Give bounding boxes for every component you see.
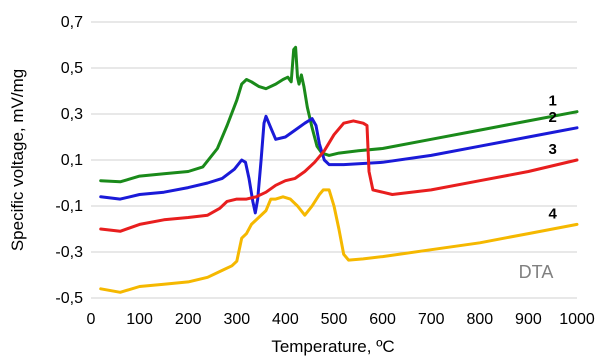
series-label-2: 2 bbox=[549, 109, 557, 126]
y-tick-label: -0,3 bbox=[55, 244, 83, 261]
y-tick-label: 0,7 bbox=[61, 14, 83, 31]
y-tick-label: 0,1 bbox=[61, 152, 83, 169]
series-lines bbox=[99, 45, 579, 294]
x-tick-label: 0 bbox=[87, 311, 96, 328]
dta-annotation: DTA bbox=[519, 262, 554, 282]
y-tick-label: 0,5 bbox=[61, 60, 83, 77]
y-tick-label: -0,1 bbox=[55, 198, 83, 215]
x-axis-title: Temperature, ºC bbox=[271, 337, 394, 356]
y-tick-label: -0,5 bbox=[55, 290, 83, 307]
series-label-3: 3 bbox=[549, 141, 557, 158]
y-tick-label: 0,3 bbox=[61, 106, 83, 123]
series-line-1 bbox=[99, 45, 579, 184]
x-tick-label: 1000 bbox=[559, 311, 595, 328]
x-tick-label: 400 bbox=[272, 311, 299, 328]
x-tick-label: 300 bbox=[223, 311, 250, 328]
x-tick-label: 200 bbox=[175, 311, 202, 328]
x-tick-label: 100 bbox=[126, 311, 153, 328]
x-tick-label: 800 bbox=[466, 311, 493, 328]
x-tick-label: 700 bbox=[418, 311, 445, 328]
series-label-4: 4 bbox=[549, 205, 558, 222]
series-line-3 bbox=[99, 119, 579, 233]
series-line-4 bbox=[99, 188, 579, 294]
x-tick-label: 600 bbox=[369, 311, 396, 328]
x-tick-label: 500 bbox=[321, 311, 348, 328]
series-labels: 12 3 4 bbox=[549, 93, 558, 223]
y-axis-title: Specific voltage, mV/mg bbox=[8, 69, 27, 251]
series-label-1: 1 bbox=[549, 93, 557, 110]
tick-labels: -0,5 -0,3 -0,1 0,1 0,3 0,5 0,7 0 100 200 300 400 500… bbox=[55, 14, 594, 328]
series-line-2 bbox=[99, 114, 579, 215]
gridlines bbox=[91, 21, 577, 299]
x-tick-label: 900 bbox=[515, 311, 542, 328]
